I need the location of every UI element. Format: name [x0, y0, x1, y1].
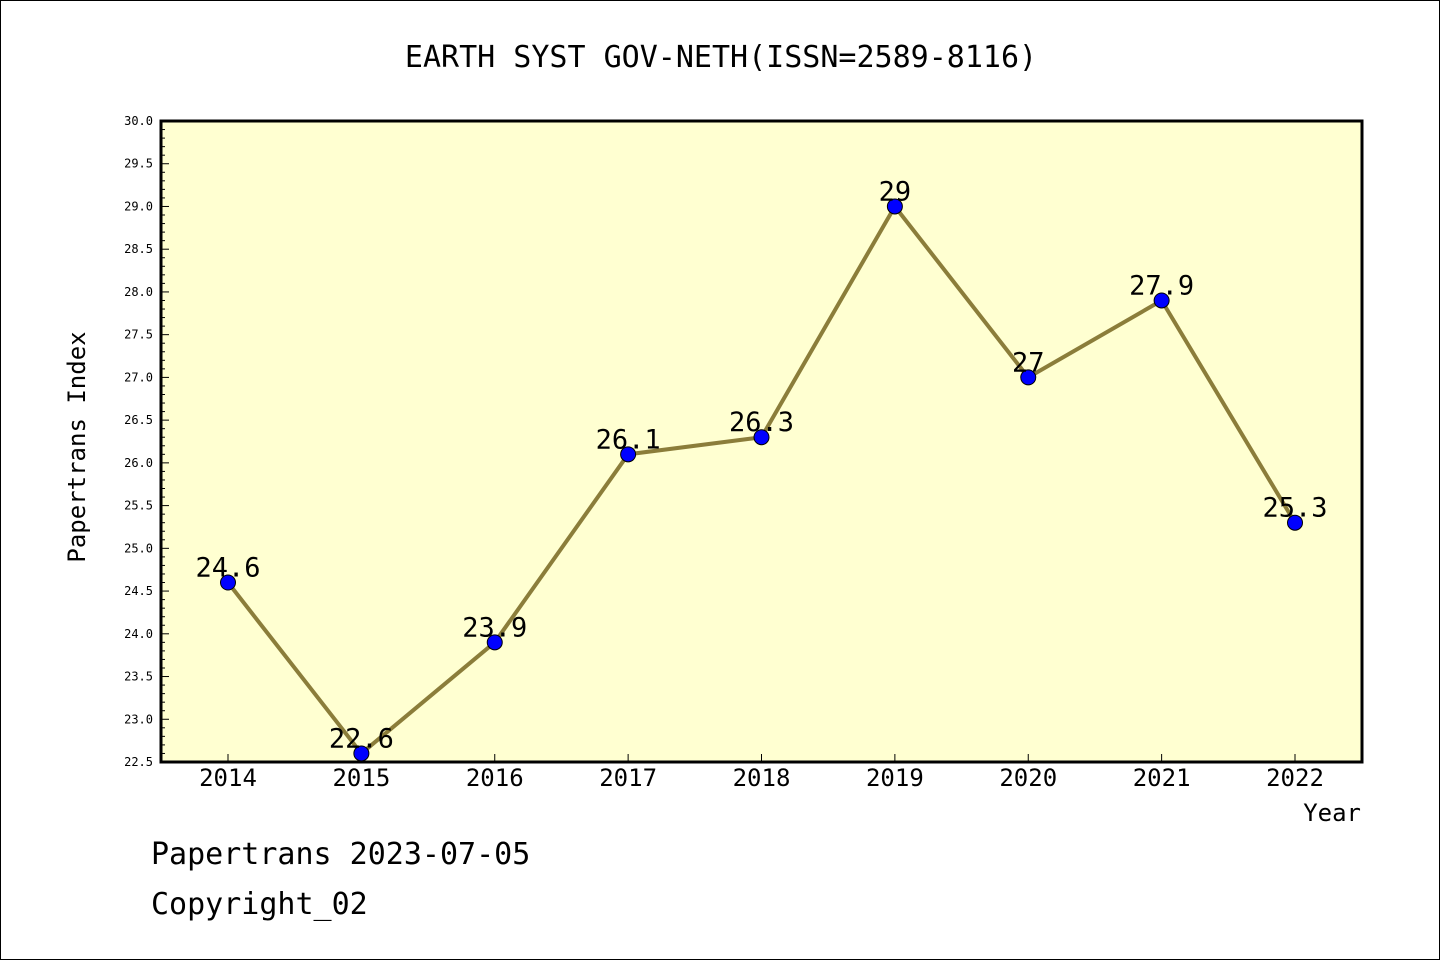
y-tick-label: 27.5	[124, 328, 153, 342]
y-tick-label: 27.0	[124, 370, 153, 384]
y-tick-label: 24.0	[124, 627, 153, 641]
y-tick-label: 25.5	[124, 499, 153, 513]
footer-copyright: Copyright_02	[151, 887, 368, 922]
data-label: 22.6	[329, 723, 394, 754]
y-tick-label: 22.5	[124, 755, 153, 769]
data-point	[486, 634, 503, 651]
y-tick-label: 25.0	[124, 541, 153, 555]
data-label: 24.6	[195, 553, 260, 584]
data-markers	[220, 198, 1303, 762]
data-point	[1153, 292, 1170, 309]
data-label: 26.3	[729, 407, 794, 438]
y-tick-label: 26.0	[124, 456, 153, 470]
data-point	[753, 429, 770, 446]
y-axis: 22.5 23.0 23.5 24.0 24.5 25.0 25.5 26.0 26.5 27.0…	[124, 114, 169, 769]
data-label: 26.1	[596, 424, 661, 455]
data-point	[220, 574, 236, 591]
x-tick-label: 2014	[199, 764, 257, 792]
x-tick-label: 2018	[733, 764, 791, 792]
x-tick-label: 2021	[1133, 764, 1191, 792]
footer-date: Papertrans 2023-07-05	[151, 837, 531, 872]
x-axis: 2014 2015 2016 2017 2018 2019 2020 2021 2022	[199, 754, 1324, 792]
data-labels: 24.6 22.6 23.9 26.1 26.3 29 27 27.9 25.3	[195, 176, 1327, 754]
y-tick-label: 28.0	[124, 285, 153, 299]
x-tick-label: 2016	[466, 764, 524, 792]
y-tick-label: 29.5	[124, 157, 153, 171]
data-point	[620, 446, 637, 463]
x-tick-label: 2022	[1266, 764, 1324, 792]
data-label: 25.3	[1262, 493, 1327, 524]
data-point	[886, 198, 903, 215]
data-label: 23.9	[462, 612, 527, 643]
data-point	[1020, 369, 1037, 386]
data-point	[1287, 514, 1303, 531]
y-tick-label: 30.0	[124, 114, 153, 128]
x-tick-label: 2015	[332, 764, 390, 792]
y-tick-label: 24.5	[124, 584, 153, 598]
x-tick-label: 2019	[866, 764, 924, 792]
chart-title: EARTH SYST GOV-NETH(ISSN=2589-8116)	[405, 40, 1037, 75]
y-axis-label: Papertrans Index	[63, 331, 91, 562]
data-label: 29	[879, 176, 912, 207]
data-label: 27	[1012, 347, 1045, 378]
data-point	[353, 745, 370, 762]
x-axis-label: Year	[1303, 799, 1361, 827]
x-tick-label: 2017	[599, 764, 657, 792]
x-tick-label: 2020	[999, 764, 1057, 792]
y-tick-label: 29.0	[124, 199, 153, 213]
y-tick-label: 23.5	[124, 670, 153, 684]
y-tick-label: 28.5	[124, 242, 153, 256]
data-label: 27.9	[1129, 270, 1194, 301]
y-tick-label: 26.5	[124, 413, 153, 427]
y-tick-label: 23.0	[124, 712, 153, 726]
